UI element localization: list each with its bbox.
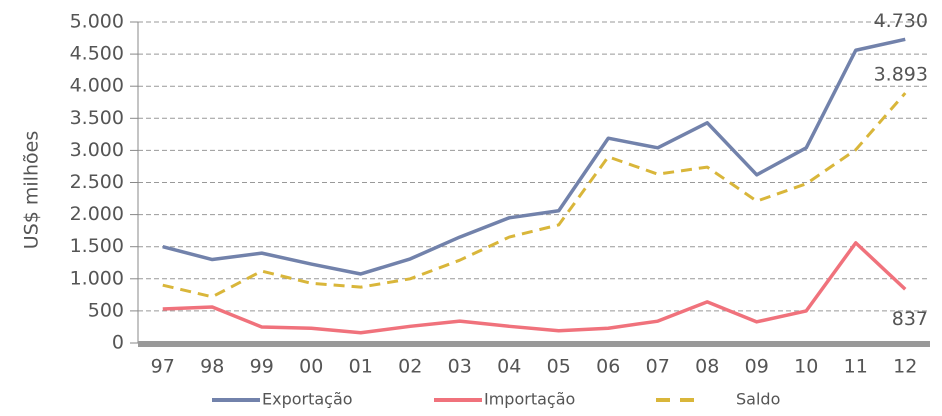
line: [162, 37, 906, 276]
y-tick-label: 1.500: [70, 235, 124, 257]
x-tick-label: 97: [151, 356, 175, 378]
y-tick-label: 4.000: [70, 75, 124, 97]
x-tick-label: 07: [646, 356, 670, 378]
y-tick-label: 2.000: [70, 203, 124, 225]
y-tick-label: 5.000: [70, 11, 124, 33]
x-tick-label: 03: [448, 356, 472, 378]
x-tick-label: 05: [547, 356, 571, 378]
x-tick-label: 01: [349, 356, 373, 378]
y-tick-label: 0: [112, 332, 124, 354]
y-tick-label: 3.500: [70, 107, 124, 129]
x-tick-label: 08: [695, 356, 719, 378]
legend-label: Saldo: [736, 390, 780, 409]
x-tick-label: 02: [398, 356, 422, 378]
y-tick-label: 4.500: [70, 43, 124, 65]
y-tick-label: 3.000: [70, 139, 124, 161]
data-label: 3.893: [874, 64, 928, 86]
legend-label: Exportação: [262, 390, 353, 409]
x-tick-label: 04: [497, 356, 521, 378]
y-tick-label: 500: [88, 299, 124, 321]
legend-label: Importação: [484, 390, 575, 409]
data-label: 837: [892, 308, 928, 330]
x-tick-label: 99: [250, 356, 274, 378]
x-tick-label: 12: [893, 356, 917, 378]
x-tick-label: 00: [299, 356, 323, 378]
x-tick-label: 09: [745, 356, 769, 378]
line: [162, 241, 907, 335]
y-tick-label: 2.500: [70, 171, 124, 193]
y-tick-label: 1.000: [70, 267, 124, 289]
x-tick-label: 10: [794, 356, 818, 378]
line: [162, 92, 907, 299]
x-tick-label: 98: [200, 356, 224, 378]
x-tick-label: 11: [844, 356, 868, 378]
x-axis: [138, 341, 930, 347]
x-tick-label: 06: [596, 356, 620, 378]
data-label: 4.730: [874, 10, 928, 32]
y-axis-label: US$ milhões: [21, 131, 43, 249]
